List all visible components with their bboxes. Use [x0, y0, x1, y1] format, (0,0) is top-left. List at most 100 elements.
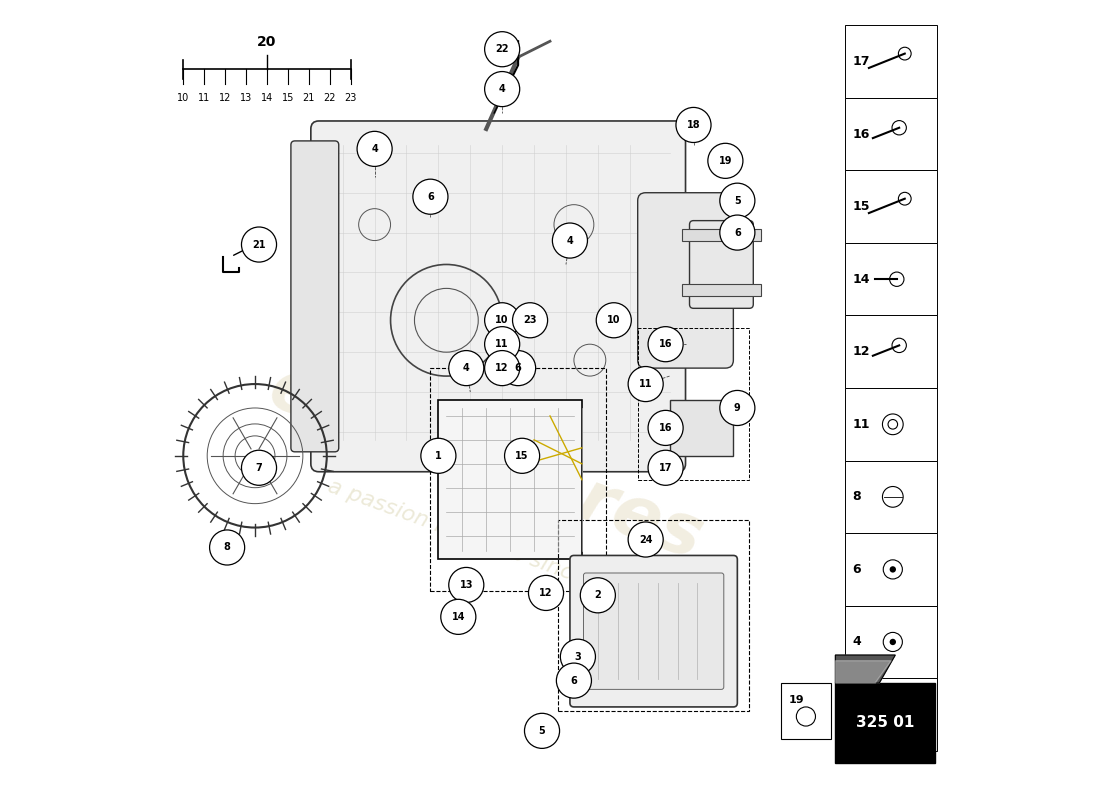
- Bar: [845, 170, 937, 243]
- Bar: [638, 328, 749, 480]
- Text: 6: 6: [571, 676, 578, 686]
- Text: 23: 23: [344, 93, 356, 103]
- Circle shape: [596, 302, 631, 338]
- Text: 14: 14: [261, 93, 273, 103]
- Bar: [845, 533, 937, 606]
- Bar: [781, 683, 830, 739]
- FancyBboxPatch shape: [690, 221, 754, 308]
- FancyBboxPatch shape: [638, 193, 734, 368]
- Circle shape: [560, 639, 595, 674]
- Text: 2: 2: [594, 590, 602, 600]
- Circle shape: [421, 438, 455, 474]
- Circle shape: [528, 575, 563, 610]
- Text: 23: 23: [524, 315, 537, 326]
- Circle shape: [358, 131, 393, 166]
- Text: 24: 24: [639, 534, 652, 545]
- Circle shape: [648, 410, 683, 446]
- FancyBboxPatch shape: [583, 573, 724, 690]
- Bar: [558, 519, 749, 711]
- Text: 4: 4: [852, 635, 861, 649]
- Bar: [845, 678, 937, 750]
- Text: 11: 11: [495, 339, 509, 349]
- Bar: [845, 461, 937, 533]
- Text: 13: 13: [460, 580, 473, 590]
- Text: 12: 12: [219, 93, 231, 103]
- Bar: [682, 229, 761, 241]
- Circle shape: [628, 522, 663, 557]
- Text: 4: 4: [498, 84, 506, 94]
- Text: 6: 6: [734, 227, 740, 238]
- Text: 11: 11: [198, 93, 210, 103]
- Circle shape: [485, 326, 519, 362]
- Circle shape: [500, 350, 536, 386]
- Text: 22: 22: [323, 93, 336, 103]
- Text: 6: 6: [852, 563, 861, 576]
- Text: 10: 10: [607, 315, 620, 326]
- Circle shape: [242, 227, 276, 262]
- Text: 17: 17: [852, 55, 870, 68]
- Text: eurospares: eurospares: [260, 354, 713, 574]
- Circle shape: [719, 390, 755, 426]
- Circle shape: [890, 638, 896, 645]
- Text: 14: 14: [452, 612, 465, 622]
- Text: 11: 11: [639, 379, 652, 389]
- Bar: [682, 285, 761, 296]
- Polygon shape: [670, 400, 734, 456]
- Text: 19: 19: [718, 156, 733, 166]
- Text: 16: 16: [659, 423, 672, 433]
- Text: 12: 12: [495, 363, 509, 373]
- Text: 11: 11: [852, 418, 870, 431]
- Text: 16: 16: [852, 128, 869, 141]
- Circle shape: [210, 530, 244, 565]
- Text: 7: 7: [255, 462, 263, 473]
- Text: 22: 22: [495, 44, 509, 54]
- Circle shape: [485, 32, 519, 66]
- Circle shape: [242, 450, 276, 486]
- Text: 14: 14: [852, 273, 870, 286]
- Bar: [845, 98, 937, 170]
- Circle shape: [485, 350, 519, 386]
- Bar: [845, 243, 937, 315]
- FancyBboxPatch shape: [290, 141, 339, 452]
- Text: 17: 17: [659, 462, 672, 473]
- Circle shape: [485, 302, 519, 338]
- Text: 4: 4: [566, 235, 573, 246]
- Circle shape: [513, 302, 548, 338]
- Circle shape: [505, 438, 540, 474]
- Text: 325 01: 325 01: [856, 715, 914, 730]
- Text: 9: 9: [734, 403, 740, 413]
- Text: 10: 10: [495, 315, 509, 326]
- Text: 4: 4: [371, 144, 378, 154]
- Text: 8: 8: [223, 542, 231, 553]
- Circle shape: [552, 223, 587, 258]
- Bar: [430, 368, 606, 591]
- Bar: [845, 606, 937, 678]
- Text: 12: 12: [852, 346, 870, 358]
- Circle shape: [557, 663, 592, 698]
- Polygon shape: [835, 655, 895, 683]
- Text: a passion for parts since 1985: a passion for parts since 1985: [324, 477, 648, 610]
- FancyBboxPatch shape: [835, 683, 935, 762]
- Circle shape: [485, 71, 519, 106]
- Text: 13: 13: [240, 93, 252, 103]
- Text: 8: 8: [852, 490, 861, 503]
- Circle shape: [449, 567, 484, 602]
- Text: 3: 3: [852, 708, 861, 721]
- Text: 15: 15: [515, 451, 529, 461]
- Text: 21: 21: [302, 93, 315, 103]
- Text: 5: 5: [734, 196, 740, 206]
- Text: 4: 4: [463, 363, 470, 373]
- Text: 10: 10: [177, 93, 189, 103]
- Bar: [439, 400, 582, 559]
- Text: 19: 19: [789, 695, 805, 705]
- Text: 6: 6: [515, 363, 521, 373]
- Text: 3: 3: [574, 652, 581, 662]
- FancyBboxPatch shape: [570, 555, 737, 707]
- Bar: [845, 26, 937, 98]
- Text: 21: 21: [252, 239, 266, 250]
- Text: 12: 12: [539, 588, 553, 598]
- Bar: [845, 388, 937, 461]
- Circle shape: [648, 326, 683, 362]
- Circle shape: [719, 215, 755, 250]
- Text: 15: 15: [852, 200, 870, 213]
